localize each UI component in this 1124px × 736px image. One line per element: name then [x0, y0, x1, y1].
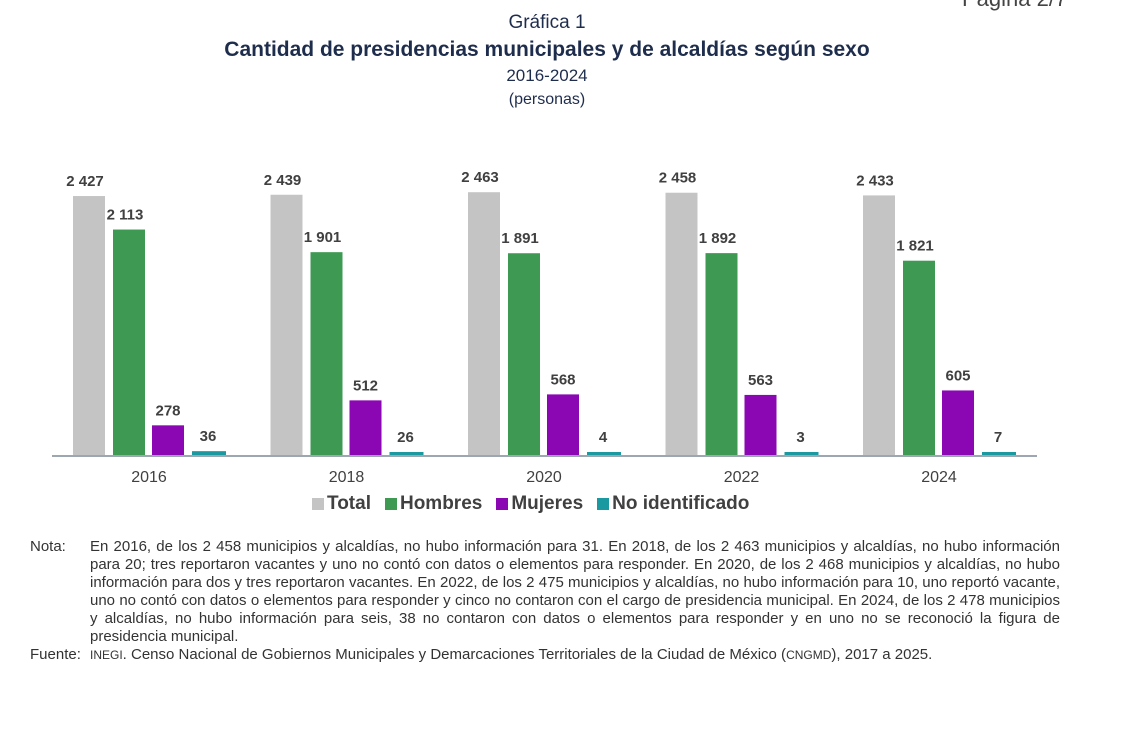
bar-mujeres-2016: [152, 425, 184, 455]
legend-item: Mujeres: [496, 493, 583, 515]
legend-label: Hombres: [399, 493, 483, 514]
data-label: 2 439: [264, 172, 302, 189]
x-tick-label: 2018: [329, 469, 365, 486]
data-label: 2 433: [856, 172, 894, 189]
data-label: 4: [599, 429, 608, 446]
legend-swatch: [496, 498, 509, 510]
bar-mujeres-2020: [547, 394, 579, 455]
data-label: 1 891: [501, 230, 539, 247]
bar-no-identificado-2018: [389, 452, 424, 455]
legend: Total Hombres Mujeres No identificado: [312, 493, 749, 515]
source-label: Fuente:: [30, 646, 81, 663]
legend-swatch: [384, 498, 397, 510]
x-tick-label: 2020: [526, 469, 562, 486]
chart-label: Gráfica 1: [508, 12, 586, 33]
bar-hombres-2018: [310, 252, 343, 455]
bar-total-2018: [270, 194, 303, 455]
bar-total-2016: [73, 196, 105, 455]
data-label: 1 821: [896, 238, 934, 255]
data-label: 2 458: [659, 170, 697, 187]
bar-total-2022: [665, 192, 698, 456]
legend-item: Hombres: [384, 493, 483, 515]
source-text: INEGI. Censo Nacional de Gobiernos Munic…: [90, 646, 933, 663]
legend-item: Total: [312, 493, 371, 515]
bar-total-2020: [468, 192, 500, 455]
chart-title: Cantidad de presidencias municipales y d…: [224, 38, 870, 61]
legend-swatch: [312, 498, 324, 510]
data-label: 563: [748, 372, 773, 389]
data-label: 1 892: [699, 230, 737, 247]
chart-subtitle: 2016-2024: [506, 66, 588, 85]
data-label: 605: [945, 367, 970, 384]
legend-item: No identificado: [597, 493, 749, 515]
bar-mujeres-2022: [744, 394, 777, 455]
data-label: 568: [550, 371, 575, 388]
page-number: Página 2/7: [962, 0, 1067, 12]
data-label: 512: [353, 377, 378, 394]
legend-label: Mujeres: [511, 493, 584, 514]
bar-mujeres-2024: [942, 390, 974, 455]
data-label: 1 901: [304, 229, 342, 246]
bar-mujeres-2018: [349, 400, 382, 455]
data-label: 278: [155, 402, 180, 419]
data-label: 2 463: [461, 169, 499, 186]
note-text: En 2016, de los 2 458 municipios y alcal…: [90, 538, 1060, 645]
data-label: 26: [397, 429, 414, 446]
legend-label: No identificado: [612, 493, 750, 514]
data-label: 7: [994, 429, 1002, 446]
bar-hombres-2016: [113, 229, 145, 455]
legend-swatch: [597, 498, 610, 510]
bar-hombres-2024: [903, 260, 935, 455]
data-label: 2 427: [66, 173, 104, 190]
data-label: 3: [796, 429, 804, 446]
x-tick-label: 2022: [724, 469, 760, 486]
data-label: 2 113: [107, 207, 144, 224]
bar-no-identificado-2022: [784, 452, 819, 455]
note-label: Nota:: [30, 538, 66, 555]
notes: Nota: En 2016, de los 2 458 municipios y…: [30, 538, 1060, 664]
data-label: 36: [200, 428, 217, 445]
bar-no-identificado-2024: [982, 452, 1016, 455]
legend-label: Total: [327, 493, 371, 514]
bar-total-2024: [863, 195, 895, 455]
bar-hombres-2022: [705, 253, 738, 455]
x-tick-label: 2024: [921, 469, 957, 486]
x-tick-label: 2016: [131, 469, 167, 486]
bar-no-identificado-2016: [192, 451, 226, 455]
bar-no-identificado-2020: [587, 452, 621, 455]
bar-hombres-2020: [508, 253, 540, 455]
chart-units: (personas): [508, 91, 586, 108]
